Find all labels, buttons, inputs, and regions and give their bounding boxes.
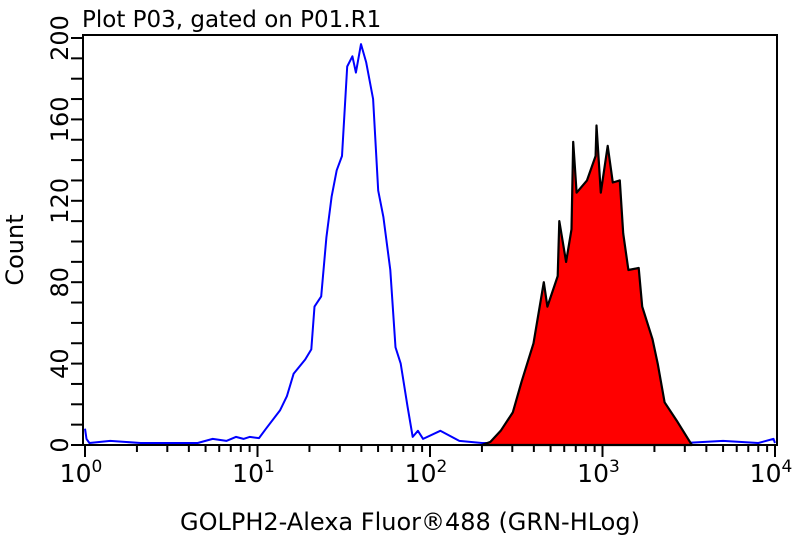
- y-tick-label: 160: [46, 96, 74, 142]
- plot-marks: [84, 43, 776, 447]
- y-tick-label: 80: [46, 267, 74, 298]
- y-tick-label: 40: [46, 348, 74, 379]
- x-tick-label: 104: [750, 457, 793, 488]
- x-tick-label: 100: [60, 457, 103, 488]
- control-histogram-line: [84, 43, 776, 444]
- y-tick-label: 120: [46, 178, 74, 224]
- x-tick-label: 102: [405, 457, 448, 488]
- plot-frame: [82, 34, 778, 446]
- chart-title: Plot P03, gated on P01.R1: [82, 7, 381, 33]
- y-tick-label: 200: [46, 15, 74, 61]
- x-tick-label: 103: [577, 457, 620, 488]
- y-tick-label: 0: [46, 437, 74, 452]
- x-axis-label: GOLPH2-Alexa Fluor®488 (GRN-HLog): [180, 508, 640, 536]
- y-axis-label: Count: [1, 214, 29, 285]
- x-tick-label: 101: [232, 457, 275, 488]
- axes: 100 101 102 103 104 0 40 80 120 160 200: [46, 15, 792, 488]
- sample-histogram-filled: [480, 124, 693, 447]
